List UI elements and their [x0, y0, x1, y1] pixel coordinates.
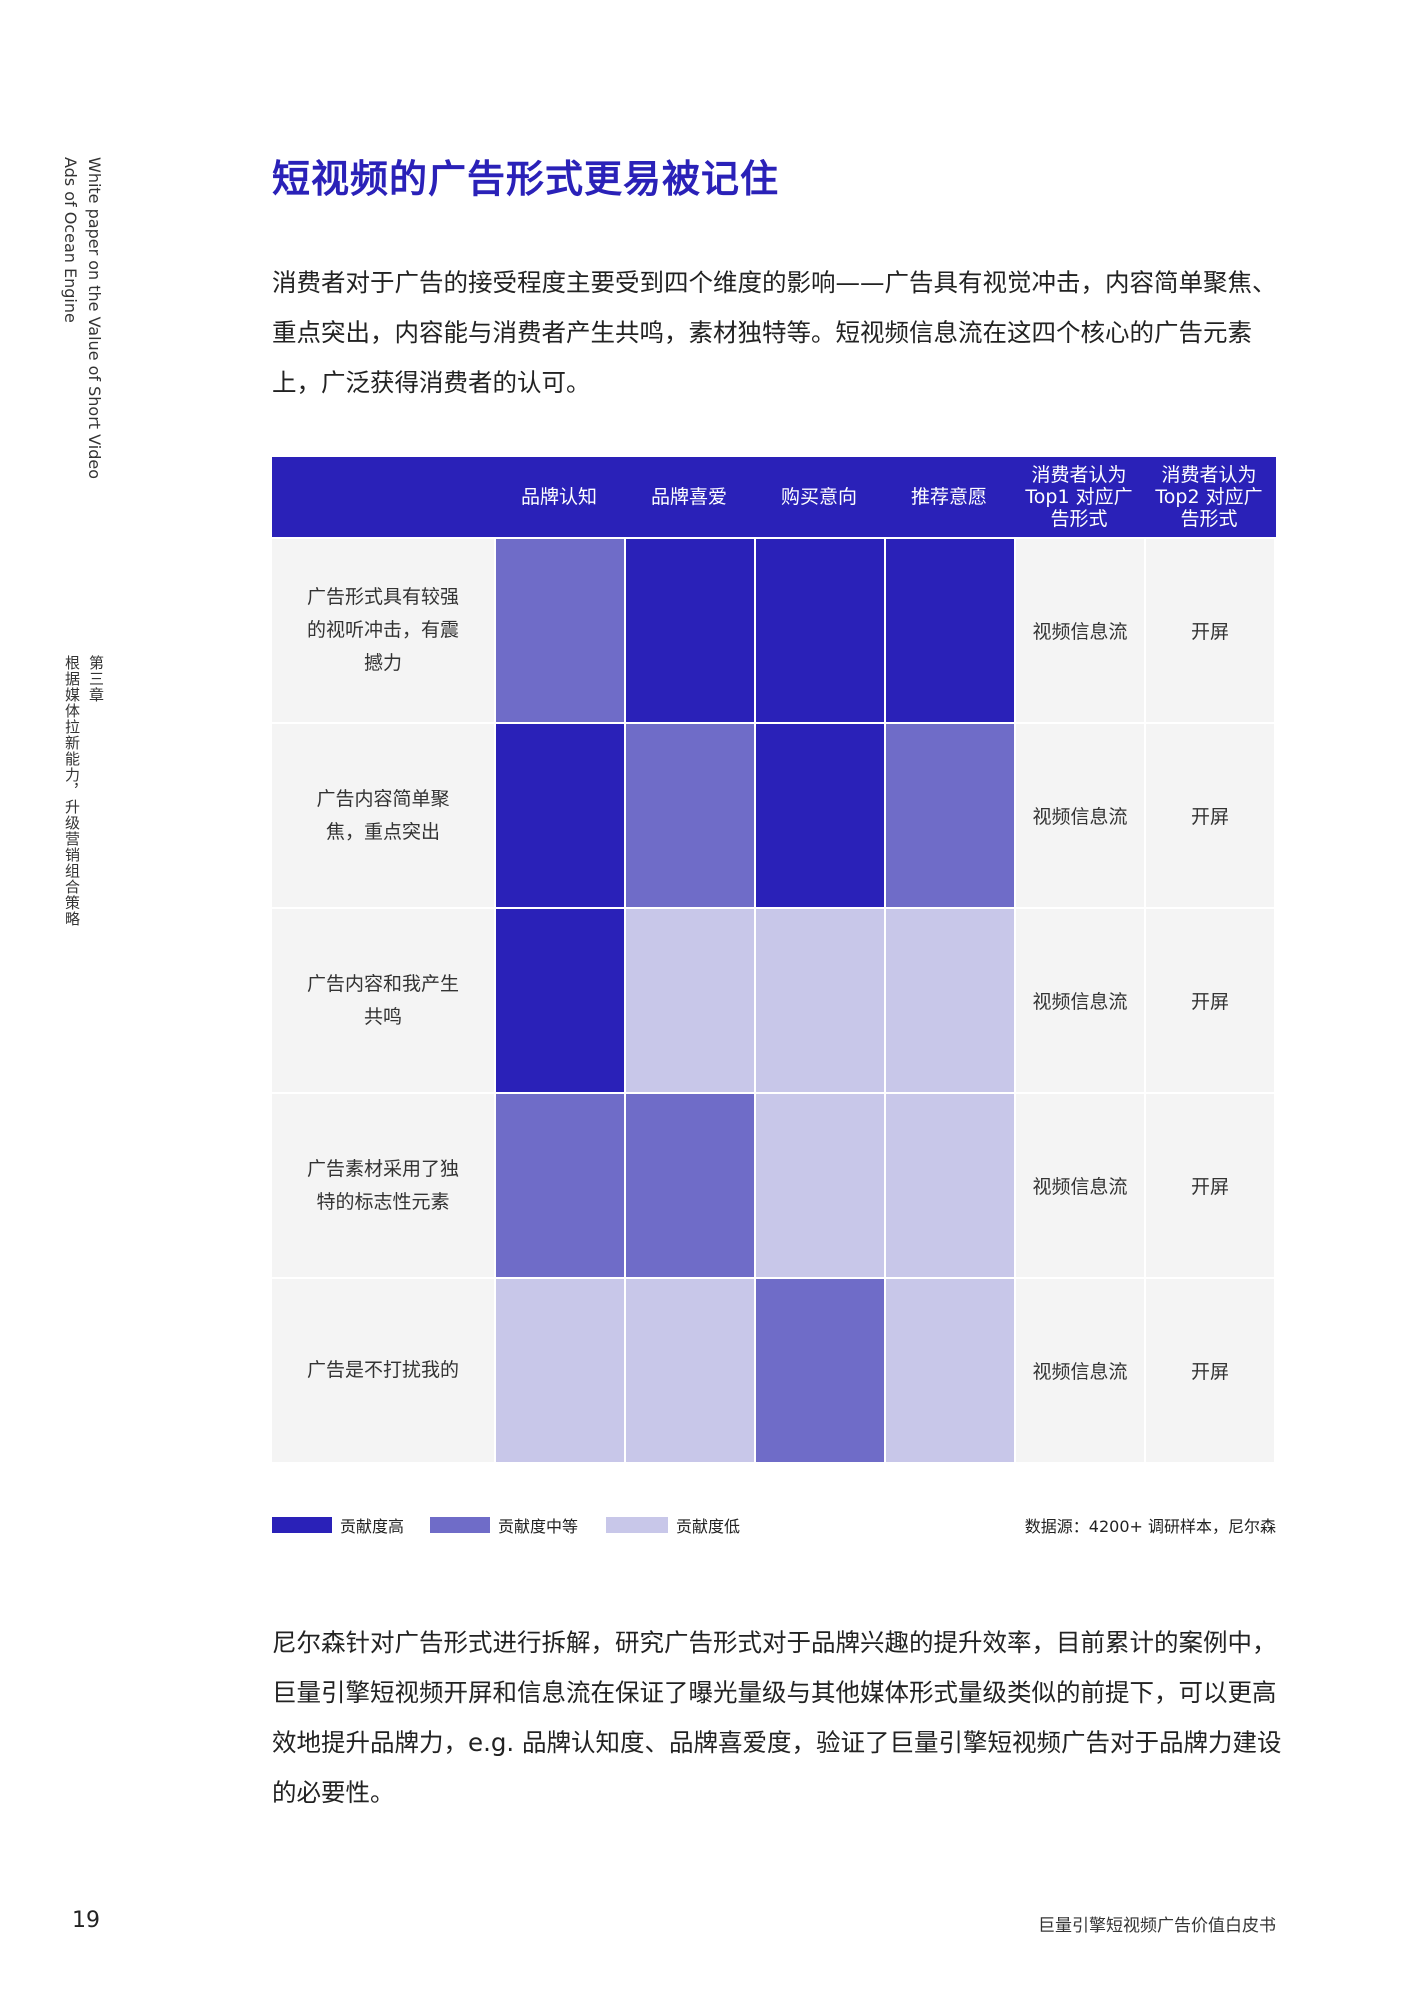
table-header: 品牌认知 品牌喜爱 购买意向 推荐意愿 消费者认为 Top1 对应广 告形式 消…	[272, 457, 1276, 537]
row-label: 广告素材采用了独特的标志性元素	[272, 1094, 494, 1277]
heat-cell-high	[756, 724, 884, 907]
heat-cell-low	[496, 1279, 624, 1462]
heat-cell-high	[626, 539, 754, 722]
header-cell-top1: 消费者认为 Top1 对应广 告形式	[1014, 457, 1144, 537]
legend-item-high: 贡献度高	[272, 1513, 404, 1537]
legend-label-mid: 贡献度中等	[498, 1517, 579, 1536]
header-top2-text: 消费者认为 Top2 对应广 告形式	[1155, 464, 1263, 530]
row-top1-format: 视频信息流	[1016, 724, 1144, 907]
row-top2-format: 开屏	[1146, 1279, 1274, 1462]
heat-cell-mid	[626, 724, 754, 907]
row-top2-format: 开屏	[1146, 909, 1274, 1092]
row-top1-format: 视频信息流	[1016, 909, 1144, 1092]
header-blank	[272, 457, 494, 537]
header-cell-top2: 消费者认为 Top2 对应广 告形式	[1144, 457, 1274, 537]
heat-cell-low	[886, 1279, 1014, 1462]
table-row: 广告是不打扰我的 视频信息流 开屏	[272, 1279, 1276, 1462]
row-label: 广告形式具有较强的视听冲击，有震撼力	[272, 539, 494, 722]
sidebar-english-title: White paper on the Value of Short Video …	[61, 157, 104, 479]
page-title: 短视频的广告形式更易被记住	[272, 157, 780, 201]
data-source: 数据源：4200+ 调研样本，尼尔森	[1024, 1517, 1276, 1536]
legend-swatch-high	[272, 1517, 332, 1533]
header-cell: 推荐意愿	[910, 486, 987, 508]
header-cell: 品牌喜爱	[650, 486, 727, 508]
sidebar-chapter-number: 第三章	[87, 655, 105, 703]
legend-item-low: 贡献度低	[606, 1513, 740, 1537]
legend-label-low: 贡献度低	[676, 1517, 741, 1536]
table-row: 广告素材采用了独特的标志性元素 视频信息流 开屏	[272, 1094, 1276, 1277]
heat-cell-low	[626, 1279, 754, 1462]
row-label: 广告内容和我产生共鸣	[272, 909, 494, 1092]
row-top2-format: 开屏	[1146, 539, 1274, 722]
heat-cell-mid	[756, 1279, 884, 1462]
row-top1-format: 视频信息流	[1016, 1094, 1144, 1277]
row-label: 广告内容简单聚焦，重点突出	[272, 724, 494, 907]
legend-swatch-mid	[430, 1517, 490, 1533]
heat-cell-mid	[886, 724, 1014, 907]
row-top1-format: 视频信息流	[1016, 539, 1144, 722]
table-row: 广告内容和我产生共鸣 视频信息流 开屏	[272, 909, 1276, 1092]
heat-cell-mid	[626, 1094, 754, 1277]
row-label: 广告是不打扰我的	[272, 1279, 494, 1462]
table-row: 广告形式具有较强的视听冲击，有震撼力 视频信息流 开屏	[272, 539, 1276, 722]
heat-cell-mid	[496, 1094, 624, 1277]
header-top1-text: 消费者认为 Top1 对应广 告形式	[1025, 464, 1133, 530]
heat-cell-low	[886, 1094, 1014, 1277]
page-number: 19	[72, 1908, 100, 1933]
table-row: 广告内容简单聚焦，重点突出 视频信息流 开屏	[272, 724, 1276, 907]
header-cell: 品牌认知	[520, 486, 597, 508]
legend-item-mid: 贡献度中等	[430, 1513, 578, 1537]
heat-cell-high	[496, 909, 624, 1092]
header-cell: 购买意向	[780, 486, 857, 508]
row-top1-format: 视频信息流	[1016, 1279, 1144, 1462]
heat-cell-mid	[496, 539, 624, 722]
legend-label-high: 贡献度高	[340, 1517, 405, 1536]
row-top2-format: 开屏	[1146, 1094, 1274, 1277]
sidebar-chapter: 第三章 根据媒体拉新能力，升级营销组合策略	[60, 655, 108, 927]
heat-cell-low	[626, 909, 754, 1092]
heat-cell-low	[756, 909, 884, 1092]
heat-cell-high	[886, 539, 1014, 722]
table-body: 广告形式具有较强的视听冲击，有震撼力 视频信息流 开屏 广告内容简单聚焦，重点突出 视频…	[272, 539, 1276, 1462]
heat-cell-low	[756, 1094, 884, 1277]
heat-cell-high	[756, 539, 884, 722]
legend: 贡献度高 贡献度中等 贡献度低 数据源：4200+ 调研样本，尼尔森	[272, 1513, 1276, 1537]
body-paragraph: 尼尔森针对广告形式进行拆解，研究广告形式对于品牌兴趣的提升效率，目前累计的案例中…	[272, 1628, 1282, 1807]
intro-paragraph: 消费者对于广告的接受程度主要受到四个维度的影响——广告具有视觉冲击，内容简单聚焦…	[272, 268, 1277, 397]
row-top2-format: 开屏	[1146, 724, 1274, 907]
heat-cell-low	[886, 909, 1014, 1092]
heatmap-table: 品牌认知 品牌喜爱 购买意向 推荐意愿 消费者认为 Top1 对应广 告形式 消…	[272, 457, 1276, 1462]
footer-title: 巨量引擎短视频广告价值白皮书	[1038, 1916, 1276, 1936]
legend-swatch-low	[606, 1517, 668, 1533]
heat-cell-high	[496, 724, 624, 907]
sidebar-chapter-title: 根据媒体拉新能力，升级营销组合策略	[63, 655, 81, 927]
